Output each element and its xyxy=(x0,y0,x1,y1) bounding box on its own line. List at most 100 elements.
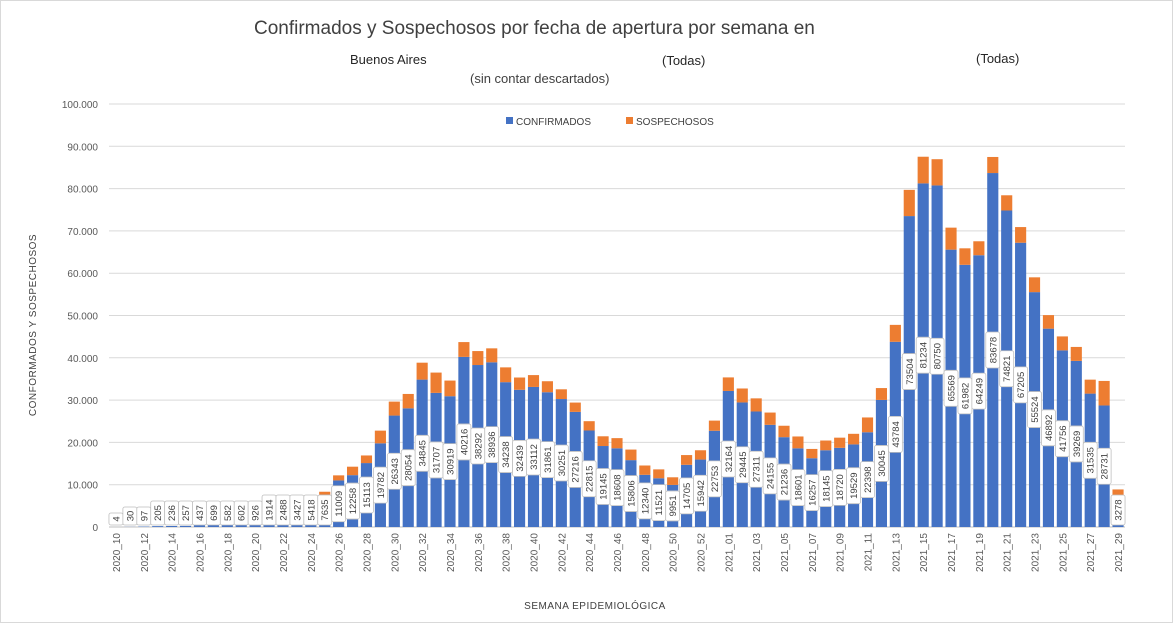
data-label: 18145 xyxy=(821,475,832,501)
bar-sospechosos[interactable] xyxy=(527,375,540,387)
bar-sospechosos[interactable] xyxy=(1042,315,1055,329)
bar-sospechosos[interactable] xyxy=(444,380,456,397)
bar-sospechosos[interactable] xyxy=(555,389,567,400)
legend-swatch-sospechosos xyxy=(626,117,633,124)
bar-sospechosos[interactable] xyxy=(486,348,498,363)
data-label: 2488 xyxy=(278,499,289,520)
bar-sospechosos[interactable] xyxy=(667,477,679,485)
bar-sospechosos[interactable] xyxy=(806,448,818,459)
bar-sospechosos[interactable] xyxy=(848,433,860,445)
bar-sospechosos[interactable] xyxy=(694,450,707,460)
data-label: 12340 xyxy=(640,488,651,514)
bar-sospechosos[interactable] xyxy=(611,438,623,449)
bar-sospechosos[interactable] xyxy=(1098,380,1110,406)
bar-sospechosos[interactable] xyxy=(1084,379,1096,394)
bar-sospechosos[interactable] xyxy=(583,421,595,431)
data-label: 30919 xyxy=(445,448,456,474)
bar-sospechosos[interactable] xyxy=(514,377,526,390)
bar-confirmados[interactable] xyxy=(166,526,178,527)
bar-sospechosos[interactable] xyxy=(987,156,999,174)
bar-confirmados[interactable] xyxy=(221,524,233,527)
x-tick-label: 2021_03 xyxy=(752,533,763,572)
bar-sospechosos[interactable] xyxy=(1028,277,1041,293)
bar-sospechosos[interactable] xyxy=(360,455,373,464)
x-axis-title: SEMANA EPIDEMIOLÓGICA xyxy=(524,599,666,612)
bar-sospechosos[interactable] xyxy=(388,401,400,416)
bar-sospechosos[interactable] xyxy=(500,367,512,383)
filter-value-2: (Todas) xyxy=(976,51,1020,66)
bar-sospechosos[interactable] xyxy=(374,430,386,444)
bar-sospechosos[interactable] xyxy=(903,189,915,217)
data-label: 22753 xyxy=(710,466,721,492)
bar-sospechosos[interactable] xyxy=(820,440,832,451)
data-label: 205 xyxy=(153,505,164,521)
bar-sospechosos[interactable] xyxy=(764,412,776,425)
data-label: 18608 xyxy=(613,474,624,500)
bar-sospechosos[interactable] xyxy=(1056,336,1068,351)
bar-sospechosos[interactable] xyxy=(945,227,957,250)
data-label: 12258 xyxy=(348,488,359,514)
bar-sospechosos[interactable] xyxy=(973,241,985,256)
data-label: 16257 xyxy=(807,479,818,505)
bar-sospechosos[interactable] xyxy=(541,381,553,393)
bar-sospechosos[interactable] xyxy=(1001,195,1013,211)
data-label: 38936 xyxy=(487,431,498,457)
bar-sospechosos[interactable] xyxy=(917,156,929,184)
bar-sospechosos[interactable] xyxy=(736,388,748,403)
legend-swatch-confirmados xyxy=(506,117,513,124)
x-tick-label: 2020_36 xyxy=(474,533,485,572)
bar-sospechosos[interactable] xyxy=(653,469,665,479)
bar-sospechosos[interactable] xyxy=(750,398,762,412)
bar-sospechosos[interactable] xyxy=(569,402,581,412)
bar-sospechosos[interactable] xyxy=(430,372,442,393)
bar-confirmados[interactable] xyxy=(152,526,164,527)
bar-sospechosos[interactable] xyxy=(681,455,693,465)
bar-sospechosos[interactable] xyxy=(333,475,345,481)
data-label: 27216 xyxy=(571,456,582,482)
bar-sospechosos[interactable] xyxy=(472,351,484,366)
bar-sospechosos[interactable] xyxy=(834,437,846,448)
bar-confirmados[interactable] xyxy=(207,524,219,527)
bar-sospechosos[interactable] xyxy=(861,417,874,433)
bar-sospechosos[interactable] xyxy=(931,159,943,186)
bar-sospechosos[interactable] xyxy=(346,466,359,476)
bar-sospechosos[interactable] xyxy=(625,449,637,461)
bar-sospechosos[interactable] xyxy=(778,425,790,438)
x-tick-label: 2021_29 xyxy=(1114,533,1125,572)
data-label: 80750 xyxy=(933,343,944,369)
bar-sospechosos[interactable] xyxy=(875,388,888,400)
x-tick-label: 2020_38 xyxy=(502,533,513,572)
x-tick-label: 2020_46 xyxy=(613,533,624,572)
x-tick-label: 2021_19 xyxy=(975,533,986,572)
bar-sospechosos[interactable] xyxy=(402,393,414,409)
bar-sospechosos[interactable] xyxy=(722,377,734,391)
x-tick-label: 2020_18 xyxy=(223,533,234,572)
bar-sospechosos[interactable] xyxy=(597,436,609,447)
data-label: 64249 xyxy=(974,378,985,404)
y-tick-label: 60.000 xyxy=(67,269,98,280)
data-label-box xyxy=(1027,391,1042,428)
bar-sospechosos[interactable] xyxy=(889,324,901,342)
bar-sospechosos[interactable] xyxy=(792,436,804,449)
chart-subtitle: (sin contar descartados) xyxy=(470,71,610,86)
data-label: 46892 xyxy=(1044,415,1055,441)
bar-sospechosos[interactable] xyxy=(319,491,331,495)
data-label: 3427 xyxy=(292,499,303,520)
data-label: 41756 xyxy=(1058,425,1069,451)
bar-sospechosos[interactable] xyxy=(416,362,428,380)
data-label: 236 xyxy=(167,505,178,521)
bar-sospechosos[interactable] xyxy=(1015,227,1027,243)
bar-sospechosos[interactable] xyxy=(959,248,971,265)
bar-confirmados[interactable] xyxy=(193,525,206,527)
bar-sospechosos[interactable] xyxy=(1070,346,1082,361)
x-tick-label: 2020_20 xyxy=(251,533,262,572)
data-label-box xyxy=(707,460,722,498)
bar-sospechosos[interactable] xyxy=(458,342,470,357)
x-tick-label: 2020_52 xyxy=(697,533,708,572)
data-label: 83678 xyxy=(988,337,999,363)
bar-confirmados[interactable] xyxy=(179,525,192,527)
bar-confirmados[interactable] xyxy=(235,524,247,527)
x-tick-label: 2020_10 xyxy=(112,533,123,572)
bar-sospechosos[interactable] xyxy=(639,465,651,475)
bar-sospechosos[interactable] xyxy=(708,420,720,431)
